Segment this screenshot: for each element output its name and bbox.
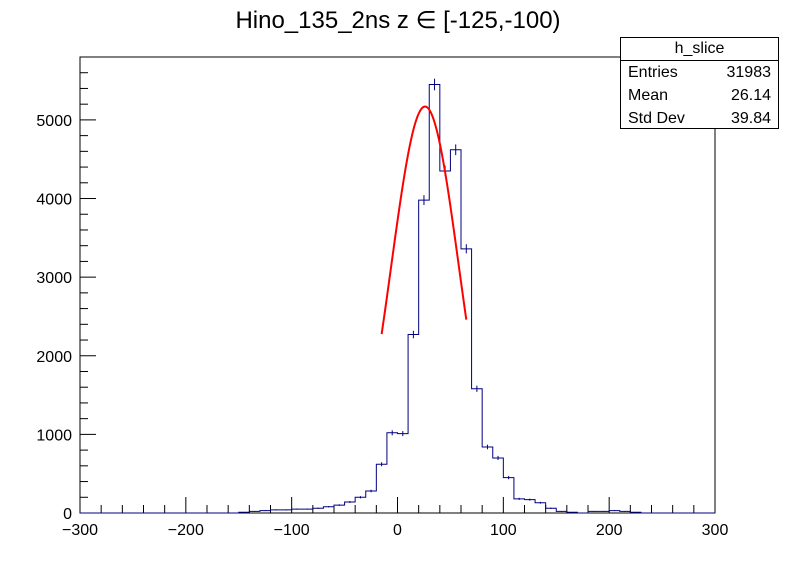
y-tick-label: 0 xyxy=(63,506,72,523)
y-tick-label: 4000 xyxy=(36,192,72,209)
histogram-line xyxy=(80,84,715,514)
fit-curve xyxy=(380,105,468,335)
entries-value: 31983 xyxy=(726,64,772,81)
entries-label: Entries xyxy=(628,64,678,81)
x-tick-label: 0 xyxy=(393,522,402,539)
stats-row-entries: Entries 31983 xyxy=(621,61,778,84)
mean-value: 26.14 xyxy=(730,87,771,104)
y-tick-label: 5000 xyxy=(36,113,72,130)
stddev-label: Std Dev xyxy=(628,110,685,127)
mean-label: Mean xyxy=(628,87,669,104)
x-tick-label: −200 xyxy=(168,522,204,539)
y-tick-label: 2000 xyxy=(36,349,72,366)
y-tick-label: 1000 xyxy=(36,427,72,444)
stddev-value: 39.84 xyxy=(730,110,771,127)
x-tick-label: −300 xyxy=(62,522,98,539)
stats-row-mean: Mean 26.14 xyxy=(621,84,778,107)
stats-box-name: h_slice xyxy=(621,38,778,61)
x-tick-label: 100 xyxy=(490,522,517,539)
x-tick-label: 200 xyxy=(596,522,623,539)
stats-box: h_slice Entries 31983 Mean 26.14 Std Dev… xyxy=(620,37,779,129)
x-tick-label: −100 xyxy=(274,522,310,539)
x-tick-label: 300 xyxy=(702,522,729,539)
chart-title: Hino_135_2ns z ∈ [-125,-100) xyxy=(235,7,561,34)
y-tick-label: 3000 xyxy=(36,270,72,287)
stats-row-stddev: Std Dev 39.84 xyxy=(621,107,778,130)
